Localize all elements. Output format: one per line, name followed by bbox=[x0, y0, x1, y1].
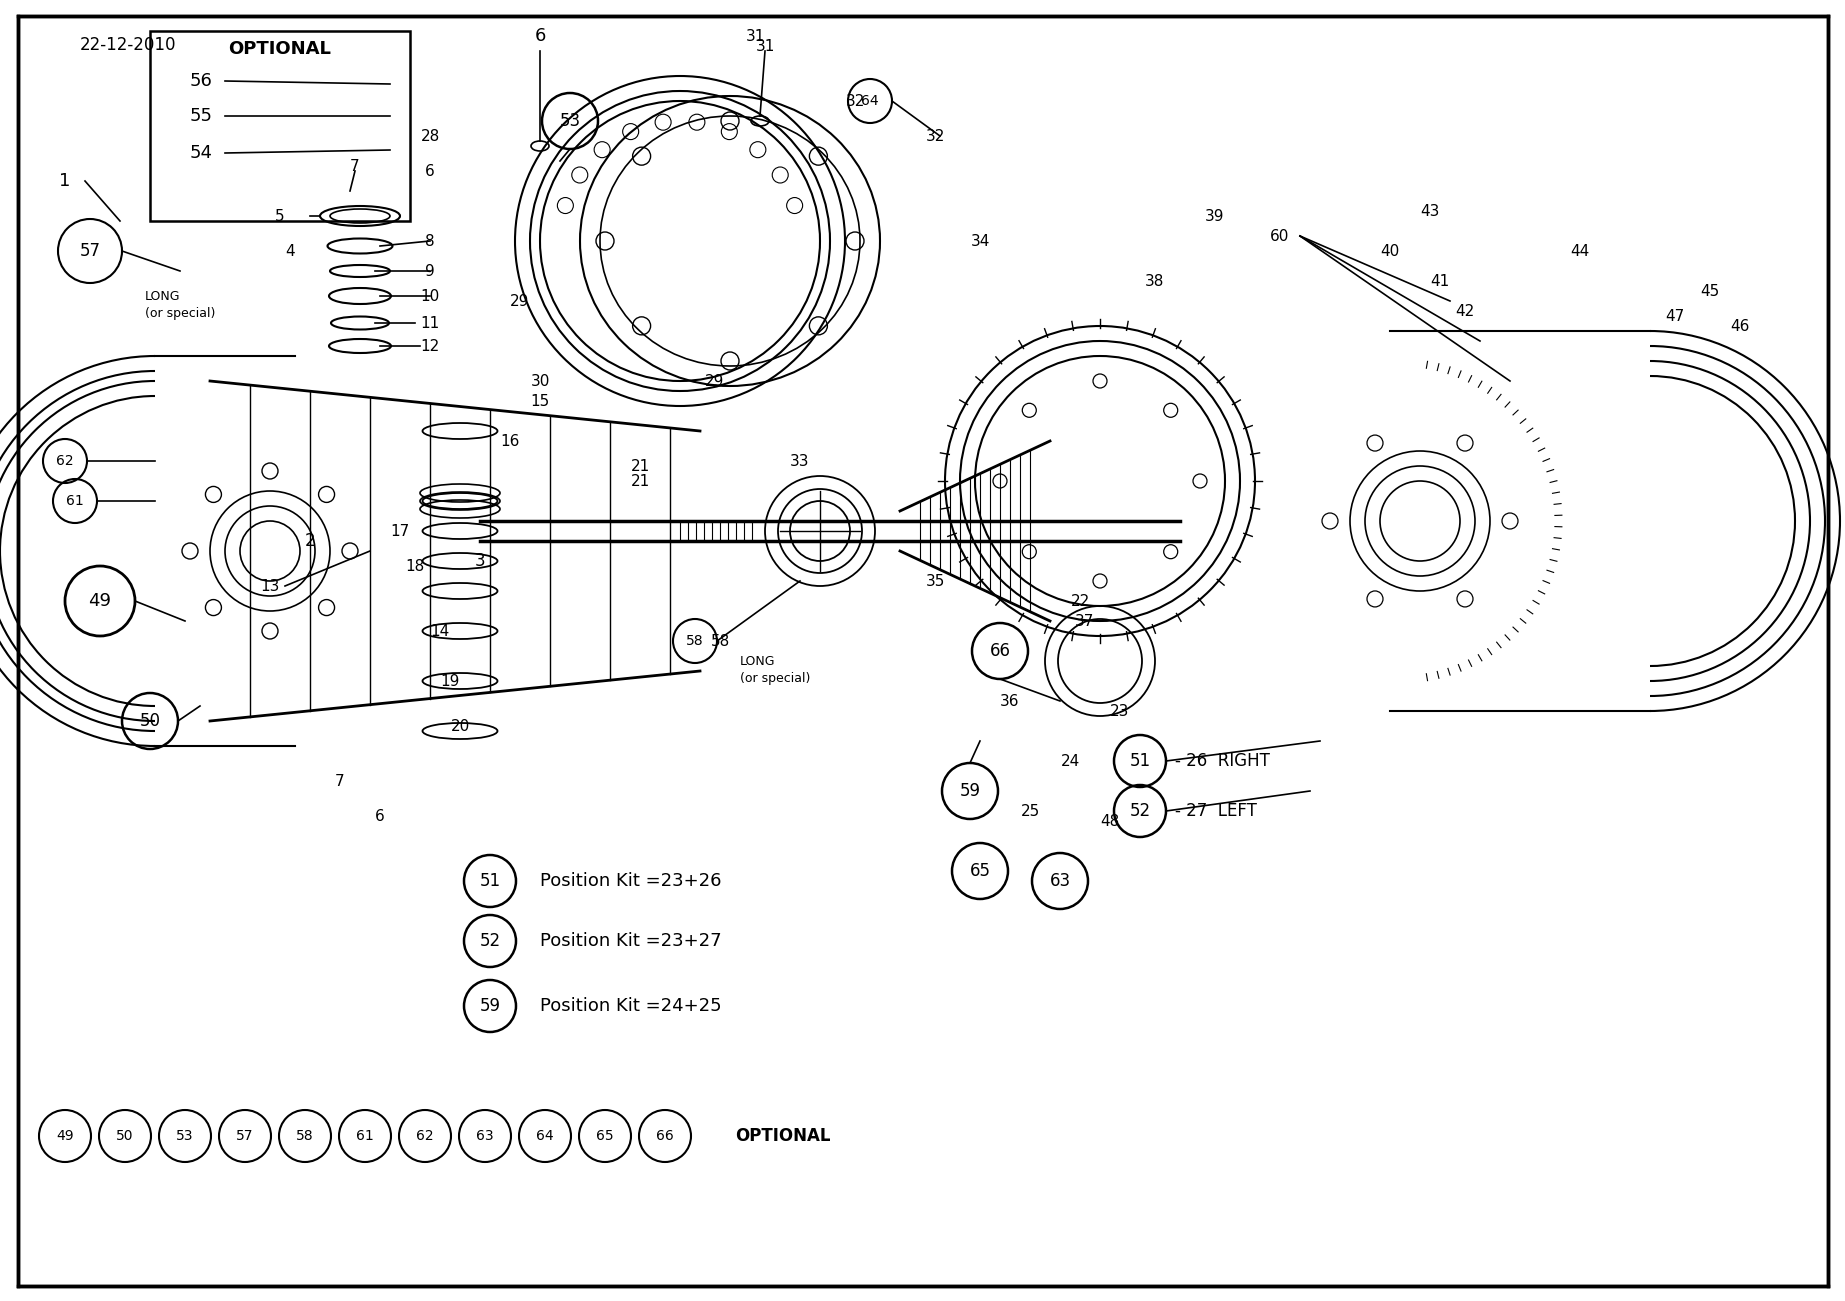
Text: 8: 8 bbox=[424, 233, 435, 248]
Text: 48: 48 bbox=[1100, 813, 1120, 829]
Text: 52: 52 bbox=[480, 932, 500, 950]
Text: 59: 59 bbox=[480, 997, 500, 1015]
Text: 45: 45 bbox=[1701, 284, 1720, 298]
Text: 29: 29 bbox=[705, 373, 725, 389]
Text: 50: 50 bbox=[140, 712, 161, 730]
Text: 9: 9 bbox=[424, 264, 435, 278]
Text: 59: 59 bbox=[959, 782, 980, 800]
Text: 10: 10 bbox=[421, 289, 439, 303]
Text: - 27  LEFT: - 27 LEFT bbox=[1175, 801, 1256, 820]
Text: 60: 60 bbox=[1271, 229, 1290, 243]
Text: 6: 6 bbox=[424, 164, 435, 178]
Text: 32: 32 bbox=[926, 129, 945, 143]
Text: 25: 25 bbox=[1020, 804, 1039, 818]
Text: LONG: LONG bbox=[146, 290, 181, 303]
Text: 52: 52 bbox=[1129, 801, 1151, 820]
Text: 46: 46 bbox=[1731, 319, 1749, 333]
Text: 56: 56 bbox=[190, 72, 212, 90]
Text: 65: 65 bbox=[596, 1129, 614, 1144]
Text: 65: 65 bbox=[969, 863, 991, 879]
Text: (or special): (or special) bbox=[146, 307, 216, 320]
Text: 44: 44 bbox=[1570, 243, 1590, 259]
Text: 1: 1 bbox=[59, 172, 70, 190]
Text: 58: 58 bbox=[686, 634, 703, 648]
Text: 31: 31 bbox=[755, 39, 775, 53]
Text: 55: 55 bbox=[190, 107, 212, 125]
Text: 13: 13 bbox=[260, 579, 280, 593]
Text: 50: 50 bbox=[116, 1129, 133, 1144]
Text: 61: 61 bbox=[66, 494, 83, 507]
Text: 29: 29 bbox=[511, 294, 530, 308]
Text: 21: 21 bbox=[631, 474, 649, 488]
Text: 63: 63 bbox=[1050, 872, 1070, 890]
Text: 15: 15 bbox=[530, 393, 550, 409]
Text: 61: 61 bbox=[356, 1129, 375, 1144]
Text: 18: 18 bbox=[406, 558, 424, 574]
Text: 2: 2 bbox=[304, 532, 315, 550]
Text: 34: 34 bbox=[970, 233, 989, 248]
Text: 12: 12 bbox=[421, 338, 439, 354]
Text: 66: 66 bbox=[989, 641, 1011, 660]
Text: 24: 24 bbox=[1061, 753, 1079, 769]
Text: 20: 20 bbox=[450, 718, 470, 734]
Text: 63: 63 bbox=[476, 1129, 494, 1144]
Text: Position Kit =23+26: Position Kit =23+26 bbox=[541, 872, 721, 890]
Text: 53: 53 bbox=[559, 112, 581, 130]
Text: 28: 28 bbox=[421, 129, 439, 143]
Text: 17: 17 bbox=[391, 523, 410, 539]
Text: OPTIONAL: OPTIONAL bbox=[229, 40, 332, 59]
Text: 16: 16 bbox=[500, 433, 520, 449]
Text: 64: 64 bbox=[537, 1129, 554, 1144]
Text: 57: 57 bbox=[236, 1129, 255, 1144]
Text: 39: 39 bbox=[1205, 208, 1225, 224]
Text: 36: 36 bbox=[1000, 693, 1020, 709]
Text: 64: 64 bbox=[862, 94, 878, 108]
Text: 51: 51 bbox=[480, 872, 500, 890]
Text: OPTIONAL: OPTIONAL bbox=[734, 1127, 830, 1145]
Text: 11: 11 bbox=[421, 316, 439, 330]
Text: 35: 35 bbox=[926, 574, 945, 588]
Text: 66: 66 bbox=[657, 1129, 673, 1144]
Text: 53: 53 bbox=[177, 1129, 194, 1144]
Text: 31: 31 bbox=[745, 29, 764, 43]
Text: LONG: LONG bbox=[740, 654, 775, 667]
Text: 30: 30 bbox=[530, 373, 550, 389]
Text: 43: 43 bbox=[1421, 203, 1439, 219]
Text: 42: 42 bbox=[1456, 303, 1474, 319]
Text: 37: 37 bbox=[1076, 614, 1094, 628]
Text: 47: 47 bbox=[1666, 308, 1684, 324]
Text: 6: 6 bbox=[535, 27, 546, 46]
Text: 32: 32 bbox=[845, 94, 865, 108]
Text: 7: 7 bbox=[336, 774, 345, 788]
Text: 22-12-2010: 22-12-2010 bbox=[79, 36, 177, 55]
Text: Position Kit =24+25: Position Kit =24+25 bbox=[541, 997, 721, 1015]
Text: 41: 41 bbox=[1430, 273, 1450, 289]
Text: 22: 22 bbox=[1070, 593, 1090, 609]
Text: 58: 58 bbox=[297, 1129, 314, 1144]
Text: 49: 49 bbox=[89, 592, 111, 610]
Text: 6: 6 bbox=[375, 808, 386, 824]
Text: 14: 14 bbox=[430, 623, 450, 639]
Text: 33: 33 bbox=[790, 454, 810, 468]
Text: (or special): (or special) bbox=[740, 671, 810, 684]
Text: 58: 58 bbox=[710, 634, 729, 648]
Text: 62: 62 bbox=[417, 1129, 434, 1144]
Text: 7: 7 bbox=[351, 159, 360, 173]
Text: 49: 49 bbox=[55, 1129, 74, 1144]
Text: 57: 57 bbox=[79, 242, 100, 260]
Text: 51: 51 bbox=[1129, 752, 1151, 770]
Text: 3: 3 bbox=[474, 552, 485, 570]
Text: 38: 38 bbox=[1146, 273, 1164, 289]
Text: 54: 54 bbox=[190, 144, 212, 163]
Text: 40: 40 bbox=[1380, 243, 1400, 259]
Text: 4: 4 bbox=[286, 243, 295, 259]
Text: 62: 62 bbox=[55, 454, 74, 468]
Text: Position Kit =23+27: Position Kit =23+27 bbox=[541, 932, 721, 950]
Text: 5: 5 bbox=[275, 208, 284, 224]
Text: 23: 23 bbox=[1111, 704, 1129, 718]
Text: - 26  RIGHT: - 26 RIGHT bbox=[1175, 752, 1269, 770]
Text: 19: 19 bbox=[441, 674, 459, 688]
Bar bbox=[149, 31, 410, 221]
Text: 21: 21 bbox=[631, 458, 649, 474]
